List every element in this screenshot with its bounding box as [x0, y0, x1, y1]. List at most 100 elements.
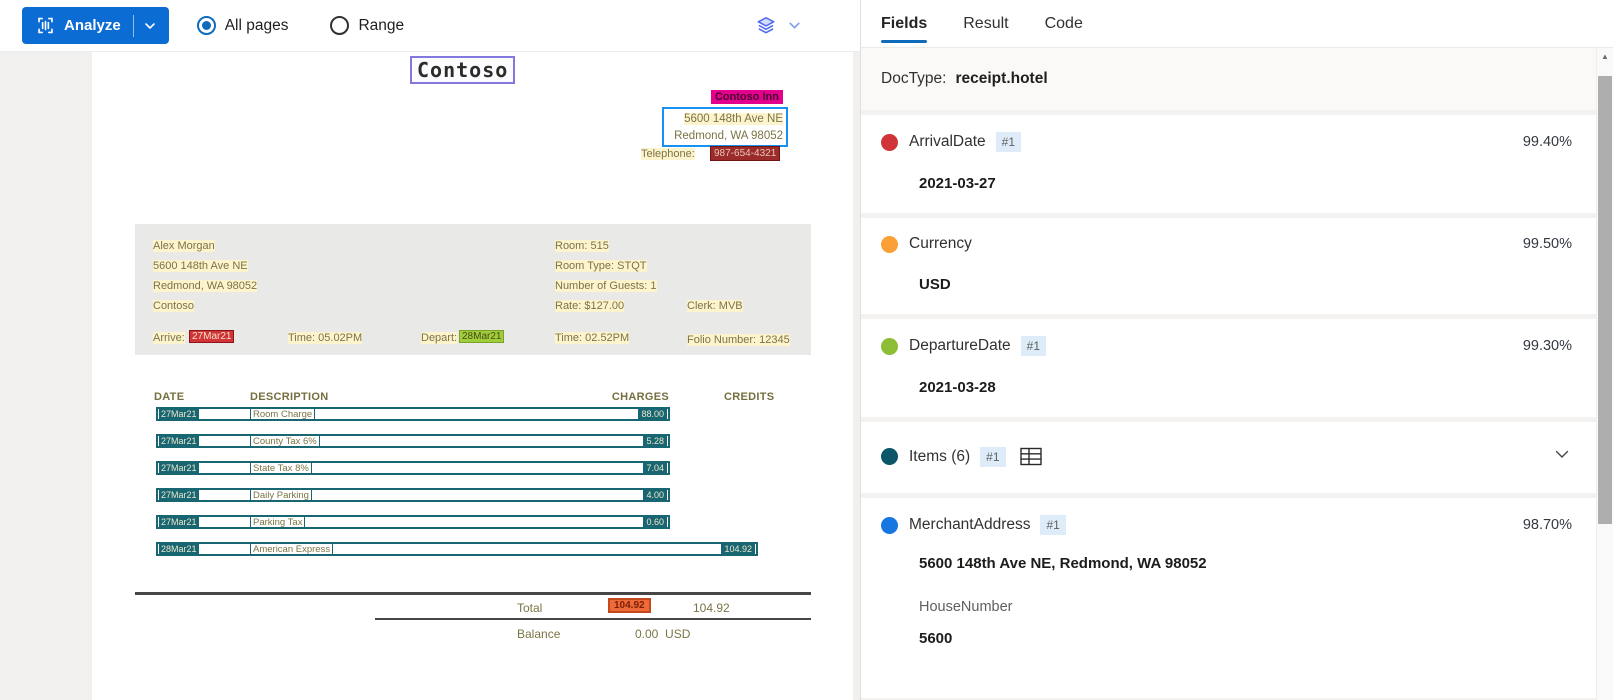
- table-grid-icon[interactable]: [1019, 447, 1042, 466]
- panel-scrollbar[interactable]: ▲: [1596, 48, 1613, 700]
- pages-radio-group: All pages Range: [196, 16, 404, 35]
- guest-name: Alex Morgan: [153, 240, 215, 252]
- analyze-button[interactable]: Analyze: [22, 7, 169, 44]
- guest-address1: 5600 148th Ave NE: [153, 260, 248, 272]
- line-amount: 7.04: [643, 463, 667, 473]
- field-card-departuredate[interactable]: DepartureDate #1 99.30% 2021-03-28: [861, 319, 1596, 417]
- field-color-dot: [881, 133, 898, 151]
- folio-number: Folio Number: 12345: [687, 334, 790, 346]
- line-amount: 5.28: [643, 436, 667, 446]
- receipt-logo[interactable]: Contoso: [410, 56, 516, 84]
- field-value: 5600 148th Ave NE, Redmond, WA 98052: [919, 555, 1207, 572]
- field-card-merchantaddress[interactable]: MerchantAddress #1 98.70% 5600 148th Ave…: [861, 498, 1596, 698]
- merchant-address-line2: Redmond, WA 98052: [674, 130, 783, 142]
- col-header-charges: CHARGES: [611, 391, 669, 403]
- field-name: ArrivalDate: [909, 133, 986, 150]
- balance-value: 0.00 USD: [635, 627, 691, 641]
- field-card-items[interactable]: Items (6) #1: [861, 422, 1596, 493]
- document-viewer-pane: Analyze All pages Range: [0, 0, 861, 700]
- layers-icon[interactable]: [755, 15, 777, 37]
- expand-chevron-down-icon[interactable]: [1552, 444, 1572, 469]
- total-value: 104.92: [693, 601, 730, 615]
- total-divider: [135, 592, 811, 595]
- field-value: 2021-03-28: [919, 379, 996, 396]
- line-description: American Express: [250, 543, 334, 556]
- field-color-dot: [881, 337, 898, 355]
- viewer-toolbar: Analyze All pages Range: [0, 0, 860, 52]
- scrollbar-thumb[interactable]: [1598, 76, 1612, 524]
- room-number: Room: 515: [555, 240, 609, 252]
- field-name: MerchantAddress: [909, 516, 1031, 533]
- results-tabs: Fields Result Code: [861, 0, 1613, 48]
- layers-control[interactable]: [755, 15, 802, 37]
- guest-company: Contoso: [153, 300, 194, 312]
- subfield-value: 5600: [919, 630, 953, 647]
- radio-all-pages[interactable]: All pages: [196, 16, 289, 35]
- line-date: 27Mar21: [159, 436, 199, 446]
- telephone-highlight[interactable]: 987-654-4321: [710, 146, 781, 161]
- guest-address2: Redmond, WA 98052: [153, 280, 258, 292]
- fields-list: DocType: receipt.hotel ArrivalDate #1 99…: [861, 48, 1596, 700]
- field-color-dot: [881, 516, 898, 534]
- line-description: Room Charge: [250, 408, 316, 421]
- document-canvas[interactable]: Contoso Contoso Inn 5600 148th Ave NE Re…: [0, 52, 860, 700]
- analyze-dropdown-chevron-icon[interactable]: [143, 19, 157, 33]
- analyze-label: Analyze: [64, 17, 121, 34]
- merchant-address-box[interactable]: 5600 148th Ave NE Redmond, WA 98052: [662, 107, 788, 147]
- room-rate: Rate: $127.00: [555, 300, 625, 312]
- arrive-label: Arrive:: [153, 332, 185, 344]
- confidence-value: 99.40%: [1522, 134, 1572, 150]
- line-date: 27Mar21: [159, 490, 199, 500]
- merchant-name-highlight[interactable]: Contoso Inn: [710, 90, 783, 104]
- line-item-row[interactable]: 27Mar21 Room Charge 88.00: [156, 407, 670, 421]
- room-type: Room Type: STQT: [555, 260, 647, 272]
- tab-fields[interactable]: Fields: [881, 0, 928, 48]
- field-value: USD: [919, 276, 951, 293]
- line-amount: 104.92: [721, 544, 755, 554]
- radio-all-pages-circle: [196, 16, 216, 35]
- occurrence-badge: #1: [1020, 336, 1047, 356]
- line-date: 27Mar21: [159, 463, 199, 473]
- line-description: State Tax 8%: [250, 462, 312, 475]
- line-item-row[interactable]: 28Mar21 American Express 104.92: [156, 542, 758, 556]
- receipt-page: Contoso Contoso Inn 5600 148th Ave NE Re…: [92, 52, 853, 700]
- depart-time: Time: 02.52PM: [555, 332, 630, 344]
- field-name: DepartureDate: [909, 337, 1011, 354]
- line-item-row[interactable]: 27Mar21 State Tax 8% 7.04: [156, 461, 670, 475]
- layers-chevron-icon[interactable]: [787, 18, 802, 33]
- arrive-time: Time: 05.02PM: [288, 332, 363, 344]
- arrive-date-highlight[interactable]: 27Mar21: [189, 330, 235, 343]
- line-description: Parking Tax: [250, 516, 306, 529]
- scroll-up-arrow-icon[interactable]: ▲: [1601, 52, 1609, 61]
- depart-date-highlight[interactable]: 28Mar21: [459, 330, 505, 343]
- radio-range-label: Range: [358, 16, 405, 34]
- radio-all-pages-label: All pages: [224, 16, 289, 34]
- col-header-description: DESCRIPTION: [250, 391, 329, 403]
- tab-result[interactable]: Result: [963, 14, 1009, 32]
- line-item-row[interactable]: 27Mar21 Daily Parking 4.00: [156, 488, 670, 502]
- total-highlight[interactable]: 104.92: [608, 598, 651, 613]
- line-amount: 0.60: [643, 517, 667, 527]
- merchant-address-line1: 5600 148th Ave NE: [684, 113, 783, 125]
- line-date: 27Mar21: [159, 517, 199, 527]
- tab-code[interactable]: Code: [1044, 14, 1083, 32]
- line-date: 27Mar21: [159, 409, 199, 419]
- field-color-dot: [881, 448, 898, 465]
- line-amount: 88.00: [638, 409, 667, 419]
- field-card-arrivaldate[interactable]: ArrivalDate #1 99.40% 2021-03-27: [861, 115, 1596, 213]
- doctype-value: receipt.hotel: [955, 70, 1048, 87]
- radio-range[interactable]: Range: [330, 16, 404, 35]
- number-of-guests: Number of Guests: 1: [555, 280, 657, 292]
- field-name: Items (6): [909, 447, 971, 465]
- results-pane: Fields Result Code DocType: receipt.hote…: [861, 0, 1613, 700]
- field-name: Currency: [909, 235, 972, 252]
- col-header-credits: CREDITS: [724, 391, 775, 403]
- line-item-row[interactable]: 27Mar21 County Tax 6% 5.28: [156, 434, 670, 448]
- line-item-row[interactable]: 27Mar21 Parking Tax 0.60: [156, 515, 670, 529]
- field-card-currency[interactable]: Currency 99.50% USD: [861, 218, 1596, 314]
- confidence-value: 98.70%: [1522, 517, 1572, 533]
- button-divider: [132, 14, 134, 37]
- field-color-dot: [881, 235, 898, 253]
- line-amount: 4.00: [643, 490, 667, 500]
